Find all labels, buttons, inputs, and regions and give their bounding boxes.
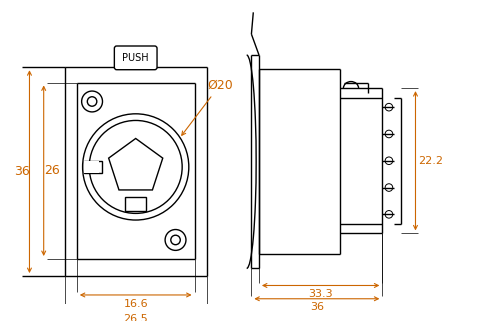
Circle shape bbox=[87, 97, 96, 106]
Text: 36: 36 bbox=[14, 165, 30, 178]
Circle shape bbox=[165, 230, 186, 250]
Text: PUSH: PUSH bbox=[122, 53, 149, 63]
Bar bbox=[84, 161, 101, 173]
Circle shape bbox=[384, 211, 392, 218]
FancyBboxPatch shape bbox=[114, 46, 156, 70]
Text: 22.2: 22.2 bbox=[417, 156, 442, 166]
Circle shape bbox=[83, 114, 189, 220]
Text: 26: 26 bbox=[44, 164, 60, 177]
Circle shape bbox=[384, 103, 392, 111]
Text: 16.6: 16.6 bbox=[123, 299, 148, 308]
Bar bbox=[84, 161, 98, 173]
Circle shape bbox=[384, 130, 392, 138]
Circle shape bbox=[89, 120, 182, 213]
Circle shape bbox=[170, 235, 180, 245]
Circle shape bbox=[384, 157, 392, 165]
Circle shape bbox=[384, 184, 392, 191]
Text: 36: 36 bbox=[309, 302, 323, 312]
Polygon shape bbox=[108, 138, 162, 190]
Bar bbox=[125, 197, 146, 211]
Circle shape bbox=[82, 91, 102, 112]
Text: 33.3: 33.3 bbox=[308, 289, 332, 299]
Text: 26.5: 26.5 bbox=[123, 314, 148, 321]
Text: Ø20: Ø20 bbox=[181, 79, 232, 135]
